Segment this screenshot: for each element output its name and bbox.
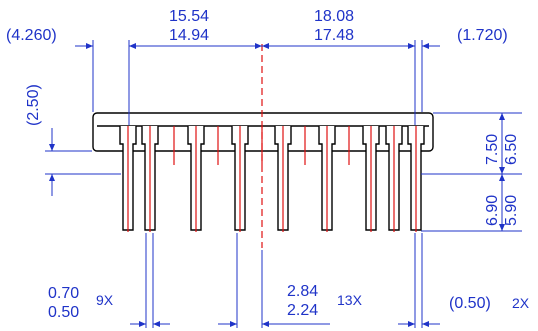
- lead-width-min-label: 0.50: [48, 304, 79, 321]
- end-offset-count-label: 2X: [512, 295, 530, 311]
- left-span-max-label: 15.54: [169, 8, 209, 25]
- right-offset-label: (1.720): [457, 27, 508, 44]
- lead-width-count-label: 9X: [96, 292, 114, 308]
- end-offset-label: (0.50): [449, 295, 491, 312]
- pitch-count-label: 13X: [337, 292, 363, 308]
- pitch-min-label: 2.24: [287, 302, 318, 319]
- body-height-max-label: 7.50: [484, 134, 501, 165]
- left-offset-label: (4.260): [6, 27, 57, 44]
- right-span-min-label: 17.48: [314, 27, 354, 44]
- lead-width-max-label: 0.70: [48, 285, 79, 302]
- bottom-dimension-lines: [130, 233, 440, 328]
- lead-length-min-label: 5.90: [503, 195, 520, 226]
- lead-length-max-label: 6.90: [484, 195, 501, 226]
- right-dimension-lines: [421, 112, 522, 232]
- body-thickness-label: (2.50): [25, 84, 42, 126]
- body-height-min-label: 6.50: [503, 134, 520, 165]
- lead-array: [119, 126, 425, 232]
- left-dimension-lines: [45, 128, 121, 196]
- pitch-max-label: 2.84: [287, 283, 318, 300]
- left-span-min-label: 14.94: [169, 27, 209, 44]
- right-span-max-label: 18.08: [314, 8, 354, 25]
- top-dimension-lines: [75, 40, 440, 125]
